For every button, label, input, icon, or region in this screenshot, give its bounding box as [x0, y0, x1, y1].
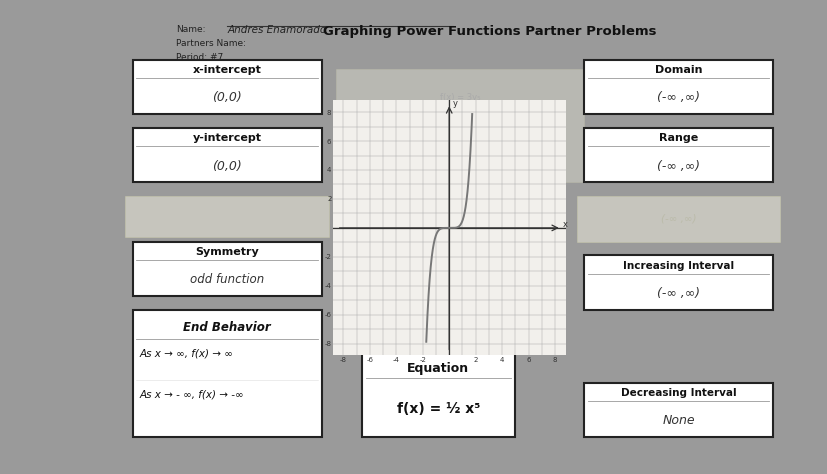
Text: y-intercept: y-intercept [193, 133, 262, 143]
Text: (-∞ ,∞): (-∞ ,∞) [657, 287, 700, 300]
Text: (-∞ ,∞): (-∞ ,∞) [661, 214, 696, 224]
Text: As x → - ∞, f(x) → -∞: As x → - ∞, f(x) → -∞ [140, 390, 245, 400]
Text: (-∞ ,∞): (-∞ ,∞) [657, 91, 700, 104]
FancyBboxPatch shape [132, 242, 322, 296]
FancyBboxPatch shape [362, 351, 514, 437]
Text: None: None [662, 414, 695, 428]
FancyBboxPatch shape [584, 128, 773, 182]
Text: odd function: odd function [190, 273, 265, 286]
FancyBboxPatch shape [584, 255, 773, 310]
Text: Name:: Name: [176, 26, 206, 35]
Text: y: y [452, 99, 457, 108]
Text: End Behavior: End Behavior [184, 321, 271, 334]
Text: As x → ∞, f(x) → ∞: As x → ∞, f(x) → ∞ [140, 348, 234, 358]
Text: Symmetry: Symmetry [195, 247, 259, 257]
FancyBboxPatch shape [584, 383, 773, 437]
Text: x: x [563, 220, 568, 229]
Text: (0,0): (0,0) [213, 91, 242, 104]
Text: (0,0): (0,0) [213, 160, 242, 173]
Text: Partners Name:: Partners Name: [176, 39, 246, 48]
Text: x-intercept: x-intercept [193, 65, 261, 75]
Text: Decreasing Interval: Decreasing Interval [620, 388, 736, 398]
Text: graphing: graphing [442, 127, 479, 136]
Text: Range: Range [659, 133, 698, 143]
Text: Increasing Interval: Increasing Interval [623, 261, 734, 271]
FancyBboxPatch shape [132, 310, 322, 437]
Text: (-∞ ,∞): (-∞ ,∞) [657, 160, 700, 173]
FancyBboxPatch shape [337, 69, 584, 182]
Text: f(x) = 3y₅: f(x) = 3y₅ [440, 92, 480, 101]
FancyBboxPatch shape [584, 60, 773, 114]
Text: f(x) = ½ x⁵: f(x) = ½ x⁵ [397, 401, 480, 416]
Text: Equation: Equation [407, 362, 470, 375]
FancyBboxPatch shape [132, 60, 322, 114]
Text: Graphing Power Functions Partner Problems: Graphing Power Functions Partner Problem… [323, 26, 656, 38]
FancyBboxPatch shape [132, 128, 322, 182]
Text: Domain: Domain [655, 65, 702, 75]
Text: Andres Enamorado: Andres Enamorado [227, 26, 327, 36]
FancyBboxPatch shape [126, 196, 329, 237]
Text: Period: #7: Period: #7 [176, 53, 223, 62]
FancyBboxPatch shape [576, 196, 781, 242]
